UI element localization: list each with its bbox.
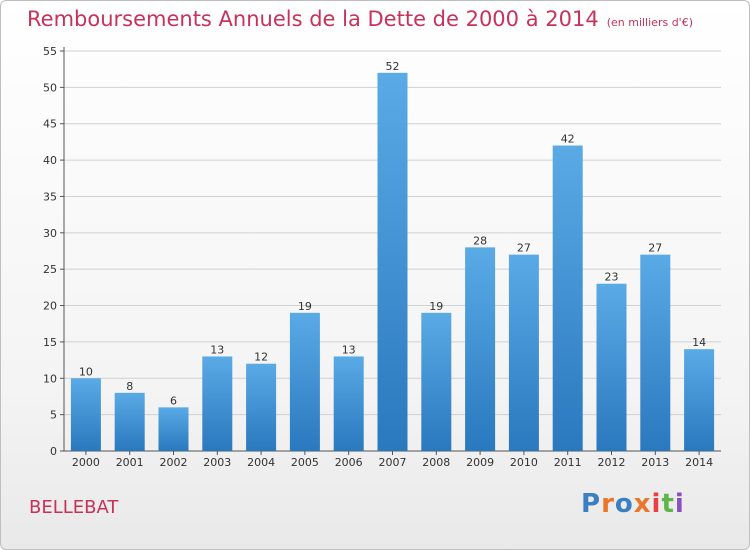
bar xyxy=(333,356,364,451)
data-label: 19 xyxy=(429,300,443,313)
logo-letter: t xyxy=(661,489,675,519)
x-tick-label: 2002 xyxy=(160,456,188,469)
y-tick-label: 50 xyxy=(43,81,57,94)
x-tick-label: 2003 xyxy=(203,456,231,469)
y-tick-label: 25 xyxy=(43,263,57,276)
logo-letter: i xyxy=(674,489,685,519)
data-label: 23 xyxy=(605,271,619,284)
x-tick-label: 2010 xyxy=(510,456,538,469)
data-label: 14 xyxy=(692,336,706,349)
bar xyxy=(289,312,320,451)
bar xyxy=(508,254,539,451)
bar xyxy=(421,312,452,451)
bar xyxy=(377,72,408,452)
data-label: 6 xyxy=(170,394,177,407)
logo-letter: r xyxy=(601,489,615,519)
data-label: 28 xyxy=(473,234,487,247)
chart-subtitle: (en milliers d'€) xyxy=(606,16,693,29)
x-tick-label: 2013 xyxy=(641,456,669,469)
commune-name: BELLEBAT xyxy=(29,497,119,518)
data-label: 13 xyxy=(342,343,356,356)
proxiti-logo: Proxiti xyxy=(581,489,685,519)
bar xyxy=(158,407,189,451)
x-tick-label: 2001 xyxy=(116,456,144,469)
logo-letter: P xyxy=(581,489,602,519)
data-label: 52 xyxy=(386,60,400,73)
y-tick-label: 45 xyxy=(43,118,57,131)
x-tick-label: 2008 xyxy=(422,456,450,469)
bar xyxy=(202,356,233,451)
y-tick-label: 30 xyxy=(43,227,57,240)
logo-letter: x xyxy=(633,489,652,519)
bar xyxy=(70,378,101,451)
y-tick-label: 20 xyxy=(43,300,57,313)
x-tick-label: 2007 xyxy=(379,456,407,469)
data-label: 13 xyxy=(210,343,224,356)
logo-letter: i xyxy=(651,489,662,519)
data-label: 19 xyxy=(298,300,312,313)
x-tick-label: 2011 xyxy=(554,456,582,469)
y-tick-label: 40 xyxy=(43,154,57,167)
y-tick-label: 55 xyxy=(43,45,57,58)
bar xyxy=(684,349,715,451)
chart-title: Remboursements Annuels de la Dette de 20… xyxy=(27,7,693,31)
chart-title-text: Remboursements Annuels de la Dette de 20… xyxy=(27,7,599,31)
data-label: 27 xyxy=(517,242,531,255)
x-tick-label: 2014 xyxy=(685,456,713,469)
bar xyxy=(552,145,583,451)
x-tick-label: 2012 xyxy=(598,456,626,469)
data-label: 12 xyxy=(254,351,268,364)
y-tick-label: 35 xyxy=(43,190,57,203)
data-label: 8 xyxy=(126,380,133,393)
x-tick-label: 2009 xyxy=(466,456,494,469)
data-label: 42 xyxy=(561,133,575,146)
data-label: 27 xyxy=(648,242,662,255)
x-tick-label: 2004 xyxy=(247,456,275,469)
y-tick-label: 5 xyxy=(50,409,57,422)
bar xyxy=(246,363,277,451)
bar xyxy=(596,283,627,451)
data-label: 10 xyxy=(79,365,93,378)
x-tick-label: 2000 xyxy=(72,456,100,469)
y-tick-label: 0 xyxy=(50,445,57,458)
y-tick-label: 15 xyxy=(43,336,57,349)
logo-letter: o xyxy=(614,489,634,519)
bar xyxy=(114,392,145,451)
bar xyxy=(465,247,496,451)
x-tick-label: 2006 xyxy=(335,456,363,469)
bar xyxy=(640,254,671,451)
y-tick-label: 10 xyxy=(43,372,57,385)
x-tick-label: 2005 xyxy=(291,456,319,469)
